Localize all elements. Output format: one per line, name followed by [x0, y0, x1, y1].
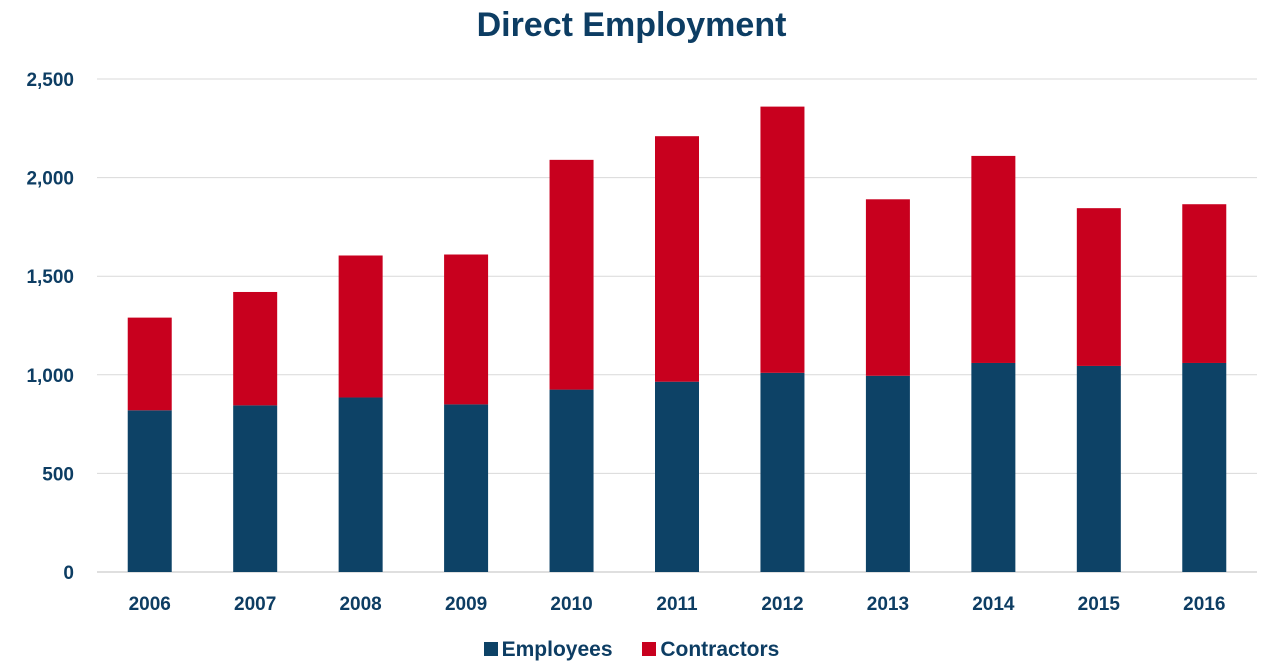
bar-contractors-2015 [1076, 208, 1121, 366]
x-tick-label: 2014 [972, 594, 1015, 615]
bar-contractors-2012 [760, 106, 805, 373]
legend-label-contractors: Contractors [660, 638, 780, 661]
bar-contractors-2013 [865, 199, 910, 376]
x-tick-label: 2011 [656, 594, 698, 615]
x-tick-label: 2015 [1078, 594, 1121, 615]
y-tick-label: 1,500 [26, 267, 74, 288]
legend: Employees Contractors [0, 638, 1263, 662]
bar-employees-2015 [1076, 365, 1121, 572]
x-tick-label: 2016 [1183, 594, 1225, 615]
y-tick-label: 1,000 [26, 366, 74, 387]
bar-employees-2016 [1182, 362, 1227, 572]
bar-employees-2011 [655, 381, 699, 572]
bar-employees-2009 [444, 404, 489, 572]
x-tick-label: 2012 [761, 594, 803, 615]
bar-employees-2008 [338, 397, 383, 572]
y-tick-label: 2,000 [26, 169, 74, 190]
legend-item-employees: Employees [483, 638, 613, 662]
bar-employees-2007 [233, 405, 278, 572]
x-tick-label: 2008 [339, 594, 381, 615]
x-tick-label: 2010 [550, 594, 592, 615]
bar-employees-2010 [549, 389, 594, 572]
bar-contractors-2014 [971, 155, 1016, 363]
y-tick-label: 0 [63, 563, 74, 584]
x-tick-label: 2006 [129, 594, 171, 615]
bar-contractors-2008 [338, 255, 383, 398]
bar-employees-2006 [127, 410, 172, 572]
legend-item-contractors: Contractors [642, 638, 779, 662]
bar-employees-2012 [760, 372, 805, 572]
legend-swatch-contractors [642, 642, 657, 656]
legend-swatch-employees [483, 642, 498, 656]
legend-label-employees: Employees [501, 638, 613, 661]
bar-employees-2013 [865, 375, 910, 572]
x-tick-label: 2013 [867, 594, 909, 615]
bar-employees-2014 [971, 362, 1016, 572]
bar-contractors-2006 [127, 317, 172, 411]
x-tick-label: 2009 [445, 594, 487, 615]
bar-contractors-2010 [549, 159, 594, 390]
y-tick-label: 2,500 [26, 70, 74, 91]
bar-contractors-2011 [655, 136, 699, 382]
bar-contractors-2009 [444, 254, 489, 405]
bar-contractors-2016 [1182, 204, 1227, 363]
y-axis-tick-labels: 0 500 1,000 1,500 2,000 2,500 [26, 70, 74, 584]
bars [127, 106, 1227, 572]
x-tick-label: 2007 [234, 594, 276, 615]
x-axis-tick-labels: 2006 2007 2008 2009 2010 2011 2012 2013 2014 2015… [129, 594, 1226, 615]
y-tick-label: 500 [42, 464, 74, 485]
chart-title: Direct Employment [476, 6, 787, 44]
bar-contractors-2007 [233, 291, 278, 406]
